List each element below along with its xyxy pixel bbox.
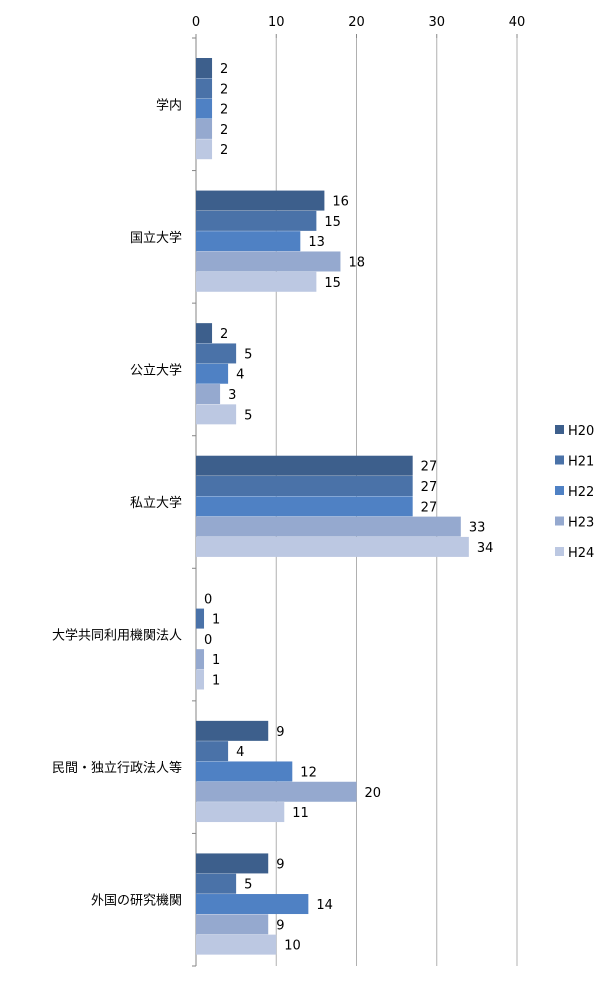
bar	[196, 78, 213, 99]
bar	[196, 58, 213, 78]
bar	[196, 476, 413, 497]
data-label: 4	[236, 745, 244, 760]
category-label: 公立大学	[130, 362, 182, 378]
data-label: 15	[324, 215, 341, 230]
bar	[196, 323, 213, 344]
x-tick-label: 0	[192, 15, 200, 30]
data-label: 5	[244, 408, 252, 423]
legend-swatch	[555, 486, 564, 495]
category-label: 私立大学	[130, 495, 182, 511]
data-label: 2	[220, 143, 228, 158]
data-label: 2	[220, 327, 228, 342]
category-label: 国立大学	[130, 230, 182, 246]
data-label: 9	[276, 918, 284, 933]
bar	[196, 251, 341, 272]
data-label: 9	[276, 725, 284, 740]
data-label: 0	[204, 633, 212, 648]
bar	[196, 455, 413, 476]
category-label: 学内	[156, 97, 182, 113]
legend-label: H22	[568, 485, 594, 500]
data-label: 5	[244, 347, 252, 362]
x-tick-label: 40	[509, 15, 526, 30]
data-label: 1	[212, 673, 220, 688]
bar	[196, 720, 269, 741]
data-label: 16	[332, 195, 349, 210]
bar	[196, 761, 293, 782]
bar	[196, 404, 237, 425]
data-label: 15	[324, 276, 341, 291]
bar	[196, 853, 269, 874]
data-label: 11	[292, 806, 309, 821]
data-label: 27	[421, 460, 438, 475]
data-label: 10	[284, 939, 301, 954]
bar	[196, 343, 237, 364]
labels: 22222学内1615131815国立大学25435公立大学2727273334…	[52, 62, 493, 954]
data-label: 27	[421, 480, 438, 495]
data-label: 13	[308, 235, 325, 250]
data-label: 2	[220, 62, 228, 77]
legend-label: H24	[568, 546, 594, 561]
data-label: 27	[421, 500, 438, 515]
bar	[196, 118, 213, 139]
legend-label: H23	[568, 516, 594, 531]
data-label: 4	[236, 368, 244, 383]
bar	[196, 802, 285, 823]
category-label: 民間・独立行政法人等	[52, 760, 182, 776]
legend: H20 H21 H22 H23 H24	[555, 424, 594, 561]
legend-swatch	[555, 455, 564, 465]
data-label: 34	[477, 541, 494, 556]
x-tick-label: 30	[428, 15, 445, 30]
data-label: 0	[204, 592, 212, 607]
data-label: 12	[300, 765, 317, 780]
bar	[196, 98, 213, 119]
bar	[196, 190, 325, 211]
data-label: 5	[244, 878, 252, 893]
bar	[196, 536, 469, 557]
legend-label: H21	[568, 455, 594, 470]
legend-swatch	[555, 516, 564, 526]
legend-swatch	[555, 425, 564, 434]
bar	[196, 271, 317, 292]
bar	[196, 516, 461, 537]
bar	[196, 210, 317, 231]
category-label: 外国の研究機関	[91, 894, 182, 909]
x-tick-label: 10	[268, 15, 285, 30]
data-label: 1	[212, 613, 220, 628]
bar	[196, 873, 237, 894]
data-label: 2	[220, 82, 228, 97]
data-label: 1	[212, 653, 220, 668]
bar	[196, 363, 229, 384]
bar	[196, 231, 301, 252]
bar	[196, 781, 357, 802]
data-label: 9	[276, 857, 284, 872]
bars	[196, 58, 469, 955]
category-label: 大学共同利用機関法人	[52, 628, 182, 644]
data-label: 3	[228, 388, 236, 403]
bar	[196, 934, 277, 955]
legend-swatch	[555, 547, 564, 556]
data-label: 14	[316, 898, 333, 913]
bar	[196, 496, 413, 517]
data-label: 20	[365, 786, 382, 801]
data-label: 2	[220, 123, 228, 138]
bar	[196, 741, 229, 762]
data-label: 2	[220, 103, 228, 118]
bar	[196, 384, 221, 405]
legend-label: H20	[568, 424, 594, 439]
bar	[196, 894, 309, 915]
bar	[196, 649, 205, 670]
data-label: 33	[469, 521, 486, 536]
x-tick-label: 20	[348, 15, 365, 30]
bar	[196, 914, 269, 935]
bar	[196, 608, 205, 629]
bar	[196, 139, 213, 160]
data-label: 18	[348, 255, 365, 270]
bar	[196, 669, 205, 690]
